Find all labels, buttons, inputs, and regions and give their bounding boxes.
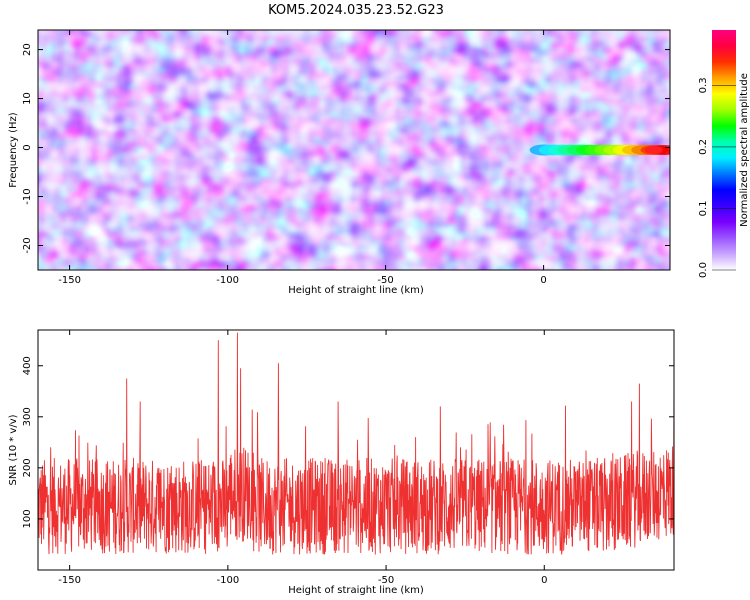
colorbar: 0.0 0.1 0.2 0.3 Normalized spectral amplitu… (698, 30, 750, 278)
heatmap-xtick-label: -50 (377, 275, 393, 286)
snr-xtick-label: -100 (216, 575, 239, 586)
snr-frame (37, 329, 675, 571)
colorbar-tick-label: 0.2 (698, 139, 709, 155)
snr-xlabel: Height of straight line (km) (288, 585, 424, 596)
colorbar-tick-label: 0.0 (698, 262, 709, 278)
colorbar-tick-label: 0.3 (698, 77, 709, 93)
heatmap-ridge-peak (644, 146, 663, 154)
snr-series-line (38, 332, 674, 555)
heatmap-xtick-label: -100 (216, 275, 239, 286)
heatmap-ytick-label: 0 (22, 144, 33, 150)
heatmap-ylabel: Frequency (Hz) (8, 112, 19, 188)
snr-ytick-label: 200 (22, 458, 33, 477)
snr-xtick-label: -150 (58, 575, 81, 586)
colorbar-tick-label: 0.1 (698, 201, 709, 217)
snr-ytick-label: 300 (22, 407, 33, 426)
snr-ylabel: SNR (10 * v/v) (8, 414, 19, 485)
snr-ytick-label: 100 (22, 509, 33, 528)
heatmap-ytick-label: -20 (22, 237, 33, 253)
heatmap-xlabel: Height of straight line (km) (288, 285, 424, 296)
snr-panel: -150 -100 -50 0 100 200 300 400 Height of strai… (8, 329, 675, 596)
heatmap-ytick-label: -10 (22, 188, 33, 204)
snr-ytick-label: 400 (22, 356, 33, 375)
colorbar-label: Normalized spectral amplitude (739, 73, 750, 227)
snr-xtick-label: -50 (378, 575, 394, 586)
heatmap-ytick-label: 20 (22, 43, 33, 56)
heatmap-frame (37, 29, 671, 271)
heatmap-ytick-label: 10 (22, 92, 33, 105)
chart-title: KOM5.2024.035.23.52.G23 (268, 3, 444, 18)
heatmap-xtick-label: -150 (58, 275, 81, 286)
heatmap-xtick-label: 0 (540, 275, 546, 286)
snr-xtick-label: 0 (541, 575, 547, 586)
colorbar-gradient (712, 30, 736, 270)
